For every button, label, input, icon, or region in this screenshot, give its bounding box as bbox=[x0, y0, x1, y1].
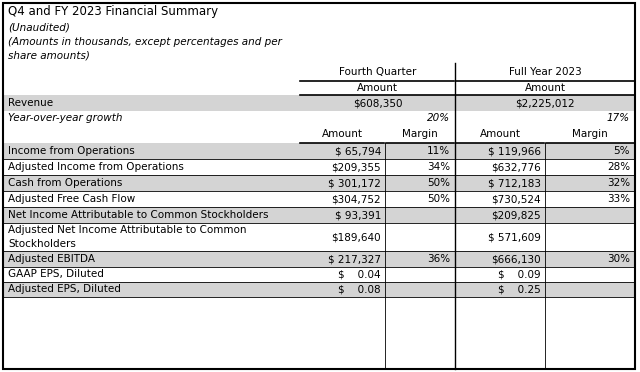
Text: Margin: Margin bbox=[572, 129, 608, 139]
Text: Net Income Attributable to Common Stockholders: Net Income Attributable to Common Stockh… bbox=[8, 210, 269, 220]
Bar bbox=[3, 207, 635, 223]
Text: $ 93,391: $ 93,391 bbox=[335, 210, 381, 220]
Text: $    0.04: $ 0.04 bbox=[339, 269, 381, 279]
Text: $608,350: $608,350 bbox=[353, 98, 403, 108]
Text: $209,825: $209,825 bbox=[492, 210, 541, 220]
Text: $666,130: $666,130 bbox=[492, 254, 541, 264]
Text: GAAP EPS, Diluted: GAAP EPS, Diluted bbox=[8, 269, 104, 279]
Text: $    0.25: $ 0.25 bbox=[499, 285, 541, 295]
Text: $ 712,183: $ 712,183 bbox=[488, 178, 541, 188]
Text: Adjusted EPS, Diluted: Adjusted EPS, Diluted bbox=[8, 285, 121, 295]
Text: Fourth Quarter: Fourth Quarter bbox=[339, 67, 416, 77]
Text: 5%: 5% bbox=[614, 146, 630, 156]
Text: (Unaudited): (Unaudited) bbox=[8, 23, 70, 33]
Text: 11%: 11% bbox=[427, 146, 450, 156]
Text: Amount: Amount bbox=[479, 129, 520, 139]
Bar bbox=[3, 251, 635, 267]
Text: Year-over-year growth: Year-over-year growth bbox=[8, 113, 122, 123]
Text: $ 571,609: $ 571,609 bbox=[488, 232, 541, 242]
Bar bbox=[3, 191, 635, 207]
Text: 33%: 33% bbox=[607, 194, 630, 204]
Text: Cash from Operations: Cash from Operations bbox=[8, 178, 122, 188]
Text: $ 119,966: $ 119,966 bbox=[488, 146, 541, 156]
Text: Amount: Amount bbox=[357, 83, 398, 93]
Text: Amount: Amount bbox=[525, 83, 566, 93]
Text: 50%: 50% bbox=[427, 178, 450, 188]
Text: Revenue: Revenue bbox=[8, 98, 53, 108]
Text: $2,225,012: $2,225,012 bbox=[515, 98, 575, 108]
Text: $    0.09: $ 0.09 bbox=[499, 269, 541, 279]
Text: $632,776: $632,776 bbox=[492, 162, 541, 172]
Text: 36%: 36% bbox=[427, 254, 450, 264]
Bar bbox=[3, 223, 635, 251]
Text: (Amounts in thousands, except percentages and per: (Amounts in thousands, except percentage… bbox=[8, 37, 282, 47]
Text: $209,355: $209,355 bbox=[332, 162, 381, 172]
Text: $ 301,172: $ 301,172 bbox=[328, 178, 381, 188]
Text: Margin: Margin bbox=[402, 129, 438, 139]
Text: Amount: Amount bbox=[322, 129, 363, 139]
Text: share amounts): share amounts) bbox=[8, 51, 90, 61]
Text: Income from Operations: Income from Operations bbox=[8, 146, 135, 156]
Text: $730,524: $730,524 bbox=[492, 194, 541, 204]
Text: 50%: 50% bbox=[427, 194, 450, 204]
Text: 20%: 20% bbox=[427, 113, 450, 123]
Bar bbox=[3, 267, 635, 282]
Text: 32%: 32% bbox=[607, 178, 630, 188]
Bar bbox=[3, 95, 635, 111]
Bar bbox=[3, 143, 635, 159]
Text: 34%: 34% bbox=[427, 162, 450, 172]
Text: $189,640: $189,640 bbox=[332, 232, 381, 242]
Text: 30%: 30% bbox=[607, 254, 630, 264]
Text: Full Year 2023: Full Year 2023 bbox=[509, 67, 581, 77]
Text: $304,752: $304,752 bbox=[332, 194, 381, 204]
Bar bbox=[3, 175, 635, 191]
Text: Adjusted Income from Operations: Adjusted Income from Operations bbox=[8, 162, 184, 172]
Bar bbox=[3, 159, 635, 175]
Bar bbox=[3, 111, 635, 125]
Text: Q4 and FY 2023 Financial Summary: Q4 and FY 2023 Financial Summary bbox=[8, 6, 218, 19]
Text: 17%: 17% bbox=[607, 113, 630, 123]
Text: Adjusted EBITDA: Adjusted EBITDA bbox=[8, 254, 95, 264]
Text: 28%: 28% bbox=[607, 162, 630, 172]
Text: $    0.08: $ 0.08 bbox=[339, 285, 381, 295]
Text: $ 65,794: $ 65,794 bbox=[335, 146, 381, 156]
Text: $ 217,327: $ 217,327 bbox=[328, 254, 381, 264]
Text: Adjusted Free Cash Flow: Adjusted Free Cash Flow bbox=[8, 194, 135, 204]
Text: Stockholders: Stockholders bbox=[8, 239, 76, 249]
Text: Adjusted Net Income Attributable to Common: Adjusted Net Income Attributable to Comm… bbox=[8, 225, 246, 235]
Bar bbox=[3, 282, 635, 297]
